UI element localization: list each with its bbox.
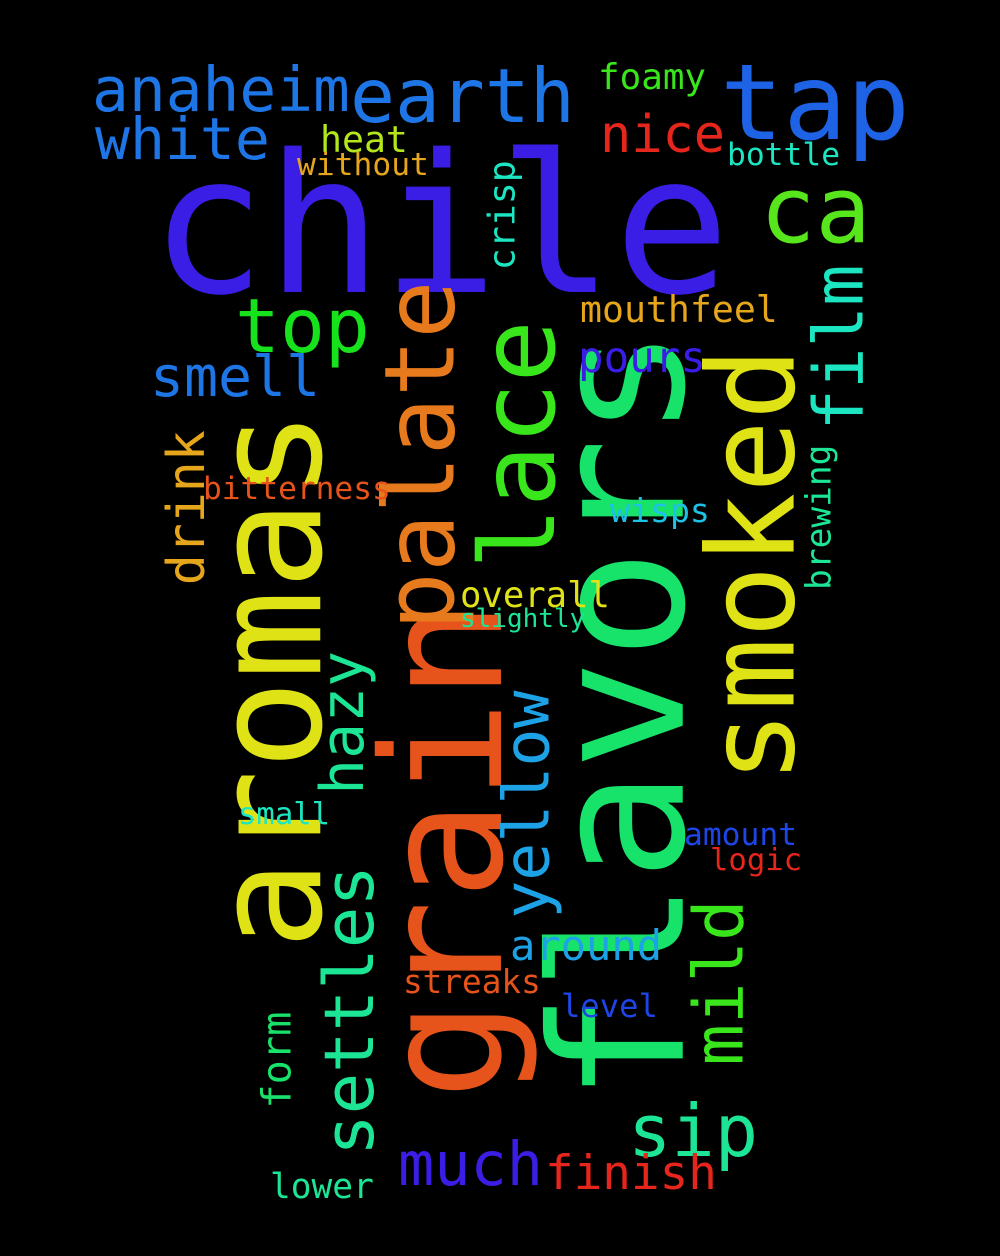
cloud-word-pours-box: pours [578,334,706,383]
cloud-word-top: top [235,283,370,370]
cloud-word-lower: lower [270,1167,374,1207]
cloud-word-lace: lace [459,320,580,570]
cloud-word-chile: chile [150,114,731,338]
cloud-word-drink-box: drink [157,430,217,585]
cloud-word-earth-box: earth [350,53,575,140]
cloud-word-heat-box: heat [320,118,408,161]
cloud-word-amount: amount [684,817,798,853]
cloud-word-mouthfeel-box: mouthfeel [580,288,778,331]
cloud-word-wisps-box: wisps [610,494,710,527]
cloud-word-around-box: around [510,921,663,970]
cloud-word-nice: nice [600,105,725,165]
cloud-word-mild-box: mild [680,890,760,1075]
cloud-word-earth: earth [350,53,575,140]
cloud-word-streaks: streaks [403,963,541,1001]
cloud-word-hazy-box: hazy [308,650,378,795]
cloud-word-crisp: crisp [480,160,524,270]
cloud-word-without-box: without [297,147,429,183]
cloud-word-pours: pours [578,334,706,383]
cloud-word-lace-box: lace [459,315,579,575]
cloud-word-much: much [398,1130,543,1200]
cloud-word-mouthfeel: mouthfeel [580,288,778,331]
cloud-word-film-box: film [800,260,880,435]
cloud-word-drink: drink [156,429,217,586]
cloud-word-yellow: yellow [489,690,564,920]
cloud-word-slightly-box: slightly [460,606,585,632]
cloud-word-tap-box: tap [720,50,910,155]
cloud-word-form-box: form [253,1010,301,1110]
cloud-word-hazy: hazy [308,650,379,795]
cloud-word-palate-box: palate [363,280,477,630]
cloud-word-crisp-box: crisp [480,160,524,270]
cloud-word-smoked: smoked [682,347,823,783]
cloud-word-heat: heat [320,118,408,161]
cloud-word-foamy: foamy [598,57,707,98]
cloud-word-finish-box: finish [545,1150,717,1205]
cloud-word-brewing: brewing [799,444,840,591]
cloud-word-overall: overall [460,575,610,616]
cloud-word-small: small [238,797,331,832]
cloud-word-lower-box: lower [270,1170,375,1204]
cloud-word-mild: mild [679,899,760,1066]
cloud-word-ca: ca [760,157,871,264]
cloud-word-anaheim-box: anaheim [92,55,350,126]
cloud-word-white-box: white [95,110,270,168]
cloud-word-wisps: wisps [610,491,710,530]
cloud-word-form: form [253,1011,301,1109]
cloud-word-settles: settles [309,864,390,1156]
cloud-word-smoked-box: smoked [682,310,822,820]
cloud-word-smell: smell [150,345,321,410]
cloud-word-palate: palate [363,280,477,630]
cloud-word-sip-box: sip [628,1095,758,1167]
cloud-word-slightly: slightly [460,604,586,634]
cloud-word-bitterness-box: bitterness [203,471,391,507]
cloud-word-logic-box: logic [710,843,803,878]
cloud-word-yellow-box: yellow [490,650,564,960]
cloud-word-level: level [561,987,658,1025]
cloud-word-bitterness: bitterness [203,471,391,507]
cloud-word-settles-box: settles [310,850,390,1170]
cloud-word-level-box: level [561,990,658,1024]
cloud-word-nice-box: nice [600,105,725,165]
cloud-word-brewing-box: brewing [799,440,840,595]
cloud-word-finish: finish [545,1146,717,1201]
cloud-word-foamy-box: foamy [598,57,707,98]
cloud-word-much-box: much [398,1135,543,1195]
cloud-word-anaheim: anaheim [92,55,350,126]
cloud-word-bottle: bottle [727,137,841,173]
cloud-word-top-box: top [235,283,370,370]
cloud-word-bottle-box: bottle [727,137,841,173]
cloud-word-around: around [510,921,663,970]
cloud-word-sip: sip [628,1089,759,1173]
cloud-word-chile-box: chile [150,114,731,338]
cloud-word-without: without [297,147,429,183]
cloud-word-tap: tap [720,41,910,164]
cloud-word-overall-box: overall [460,578,610,614]
cloud-word-smell-box: smell [150,345,321,410]
cloud-word-ca-box: ca [760,165,880,257]
cloud-word-small-box: small [238,797,331,832]
cloud-word-streaks-box: streaks [403,966,541,999]
cloud-word-film: film [799,264,880,431]
cloud-word-logic: logic [710,843,803,878]
cloud-word-amount-box: amount [684,817,798,853]
cloud-word-white: white [95,105,270,173]
